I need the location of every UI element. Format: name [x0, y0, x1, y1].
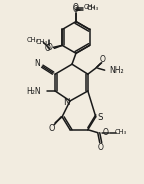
Text: N: N: [63, 98, 69, 107]
Text: CH₃: CH₃: [84, 4, 96, 10]
Text: N: N: [34, 59, 40, 68]
Text: O: O: [103, 128, 109, 137]
Text: O: O: [73, 3, 79, 12]
Text: O: O: [100, 55, 106, 64]
Text: O: O: [98, 143, 104, 152]
Text: CH₃: CH₃: [115, 129, 127, 135]
Text: O: O: [46, 43, 52, 52]
Text: CH₃: CH₃: [35, 39, 48, 45]
Text: CH₃: CH₃: [87, 5, 99, 11]
Text: O: O: [44, 44, 50, 53]
Text: O: O: [73, 5, 79, 14]
Text: O: O: [48, 124, 54, 133]
Text: NH₂: NH₂: [110, 66, 124, 75]
Text: S: S: [97, 113, 103, 122]
Text: CH₃: CH₃: [26, 37, 38, 43]
Text: H₂N: H₂N: [27, 86, 41, 95]
